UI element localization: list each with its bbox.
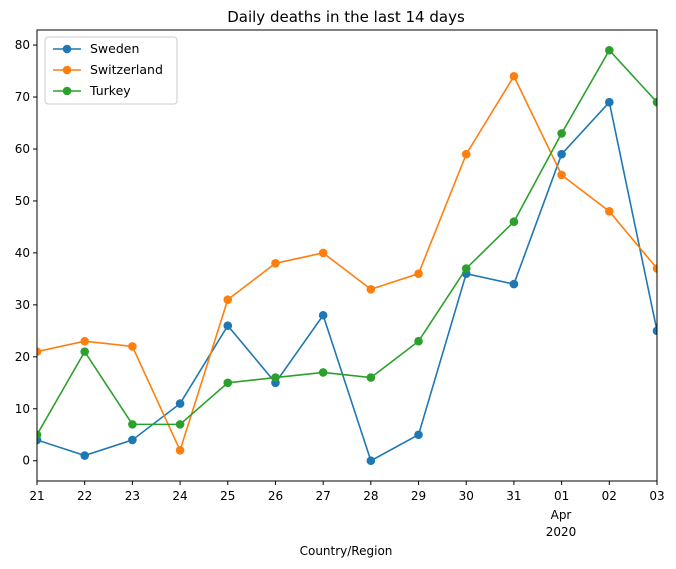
- y-tick-label: 0: [22, 454, 30, 468]
- x-ticks: 21 22 23 24 25 26 27 28 29 30 31 01 02 03: [29, 481, 665, 503]
- data-point-sweden: [80, 451, 89, 460]
- x-tick-label: 22: [77, 489, 92, 503]
- data-point-switzerland: [605, 207, 614, 216]
- data-point-switzerland: [175, 446, 185, 455]
- axes-frame: [36, 29, 658, 482]
- data-point-sweden: [414, 430, 423, 440]
- legend-marker-sweden: [62, 44, 72, 54]
- x-tick-label: 25: [220, 489, 235, 503]
- series-line-turkey: [37, 48, 657, 436]
- legend-label-sweden: Sweden: [90, 41, 139, 56]
- data-point-turkey: [652, 97, 657, 107]
- legend: Sweden Switzerland Turkey: [44, 36, 178, 105]
- x-tick-label: 29: [411, 489, 426, 503]
- data-point-switzerland: [318, 248, 328, 258]
- x-tick-label: 27: [316, 489, 331, 503]
- series-line-switzerland: [37, 74, 657, 453]
- x-tick-label: 03: [649, 489, 664, 503]
- y-tick-label: 20: [15, 350, 30, 364]
- x-secondary-year: 2020: [546, 525, 577, 539]
- y-ticks: 0 10 20 30 40 50 60 70 80: [15, 38, 37, 468]
- data-point-turkey: [557, 129, 566, 138]
- data-point-switzerland: [652, 264, 657, 273]
- y-tick-label: 60: [15, 142, 30, 156]
- y-tick-label: 50: [15, 194, 30, 208]
- data-point-switzerland: [461, 149, 471, 159]
- y-tick-label: 80: [15, 38, 30, 52]
- data-point-sweden: [366, 456, 376, 466]
- data-point-turkey: [414, 336, 423, 346]
- x-tick-label: 21: [29, 489, 44, 503]
- data-point-sweden: [509, 279, 519, 289]
- data-point-sweden: [557, 149, 566, 159]
- data-point-turkey: [80, 347, 89, 356]
- data-point-turkey: [223, 378, 233, 388]
- x-tick-label: 31: [506, 489, 521, 503]
- data-point-switzerland: [366, 284, 376, 294]
- data-point-turkey: [37, 430, 42, 440]
- x-secondary-month: Apr: [551, 508, 572, 522]
- data-point-turkey: [271, 373, 280, 382]
- legend-marker-switzerland: [62, 65, 72, 75]
- data-point-switzerland: [80, 336, 89, 346]
- data-point-turkey: [175, 420, 185, 429]
- data-point-sweden: [318, 310, 328, 320]
- x-tick-label: 24: [172, 489, 187, 503]
- chart-title: Daily deaths in the last 14 days: [227, 8, 465, 26]
- y-tick-label: 10: [15, 402, 30, 416]
- data-point-turkey: [509, 217, 519, 227]
- data-point-switzerland: [271, 258, 280, 268]
- legend-marker-turkey: [62, 86, 72, 96]
- data-point-turkey: [461, 264, 471, 273]
- data-point-sweden: [652, 326, 657, 336]
- series-line-sweden: [37, 100, 657, 462]
- legend-label-switzerland: Switzerland: [90, 62, 163, 77]
- data-point-turkey: [128, 420, 137, 429]
- x-tick-label: 30: [459, 489, 474, 503]
- data-point-switzerland: [509, 71, 519, 81]
- legend-box: [44, 36, 178, 105]
- plot-area: [37, 45, 657, 466]
- data-point-switzerland: [128, 342, 137, 351]
- y-tick-label: 40: [15, 246, 30, 260]
- x-tick-label: 01: [554, 489, 569, 503]
- x-tick-label: 26: [268, 489, 283, 503]
- data-point-switzerland: [557, 170, 566, 180]
- data-point-switzerland: [414, 269, 423, 278]
- data-point-turkey: [318, 368, 328, 377]
- legend-label-turkey: Turkey: [89, 83, 131, 98]
- data-point-turkey: [366, 373, 376, 382]
- x-axis-label: Country/Region: [300, 544, 393, 558]
- series-layer: [37, 45, 657, 466]
- y-tick-label: 30: [15, 298, 30, 312]
- data-point-sweden: [605, 97, 614, 107]
- data-point-sweden: [223, 321, 233, 330]
- data-point-switzerland: [223, 295, 233, 304]
- data-point-turkey: [605, 45, 614, 55]
- x-tick-label: 02: [602, 489, 617, 503]
- y-tick-label: 70: [15, 90, 30, 104]
- x-tick-label: 28: [363, 489, 378, 503]
- data-point-sweden: [128, 435, 137, 445]
- x-tick-label: 23: [125, 489, 140, 503]
- data-point-sweden: [175, 399, 185, 408]
- data-point-switzerland: [37, 347, 42, 356]
